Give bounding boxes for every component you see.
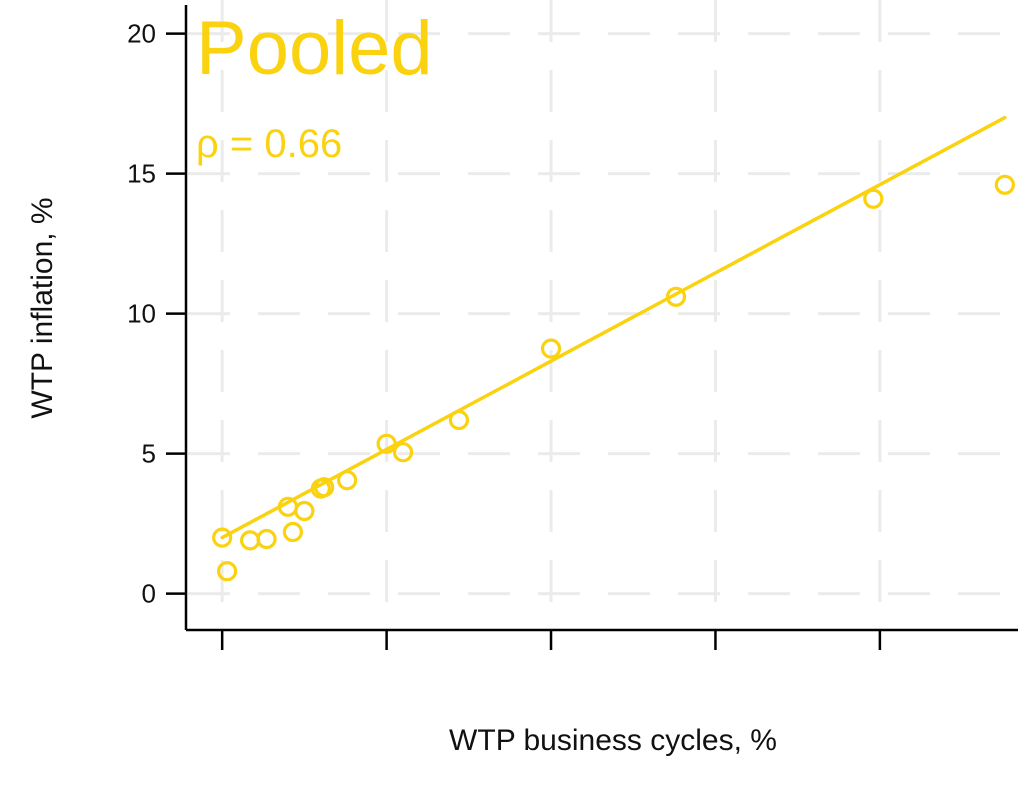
- data-point-8: [314, 477, 335, 498]
- data-point-6: [294, 500, 315, 522]
- axes: [166, 5, 1018, 650]
- data-point-14: [665, 286, 687, 307]
- trendline: [220, 115, 1007, 540]
- data-point-13: [540, 338, 562, 359]
- data-point-0: [212, 527, 233, 548]
- data-point-12: [448, 409, 470, 431]
- data-point-16: [994, 174, 1015, 195]
- y-tick-label-5: 5: [142, 439, 156, 469]
- data-point-11: [392, 442, 414, 463]
- y-axis-title: WTP inflation, %: [26, 197, 59, 418]
- data-point-1: [217, 561, 238, 582]
- data-point-15: [863, 188, 884, 209]
- trendline-layer: [220, 115, 1007, 540]
- correlation-annotation: ρ = 0.66: [196, 122, 342, 166]
- y-tick-label-10: 10: [127, 299, 156, 329]
- y-tick-label-20: 20: [127, 19, 156, 49]
- grid-lines: [188, 0, 1018, 628]
- y-tick-label-0: 0: [142, 579, 156, 609]
- data-point-10: [376, 433, 397, 454]
- data-points: [212, 174, 1015, 582]
- data-point-9: [337, 470, 358, 491]
- x-axis-title: WTP business cycles, %: [449, 724, 777, 757]
- data-point-2: [240, 530, 261, 551]
- data-point-5: [282, 521, 303, 543]
- data-point-3: [256, 528, 277, 550]
- y-tick-label-15: 15: [127, 159, 156, 189]
- tick-labels: 0 5 10 15 20: [127, 19, 156, 609]
- chart-title: Pooled: [196, 6, 433, 91]
